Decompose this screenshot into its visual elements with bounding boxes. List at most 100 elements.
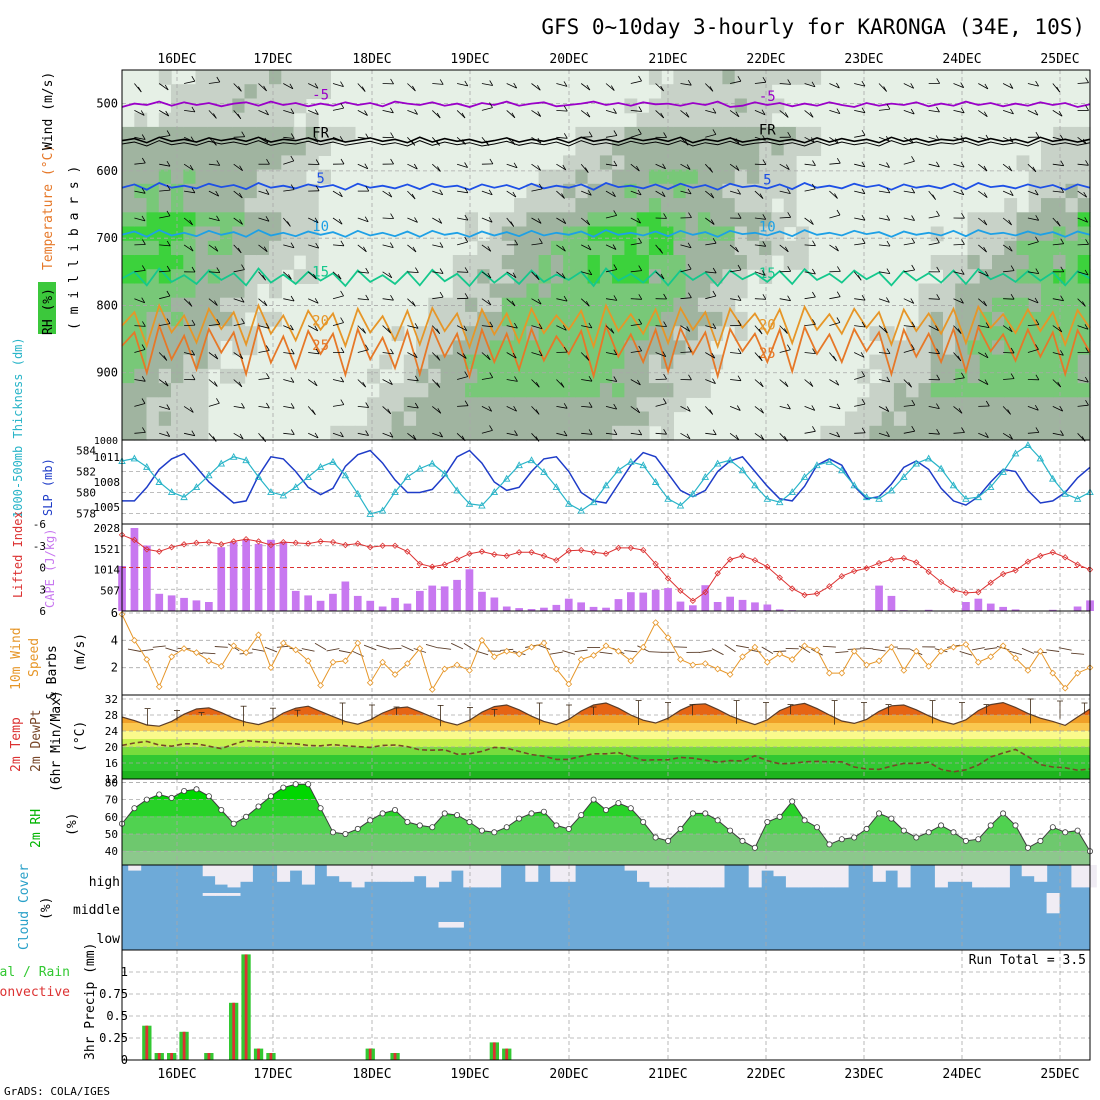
rh-cell: [575, 212, 589, 228]
rh-cell: [771, 183, 785, 199]
rh-cell: [685, 368, 699, 384]
wind-barb-flag: [936, 266, 941, 273]
date-label-top: 22DEC: [746, 52, 785, 67]
rh-cell: [281, 141, 295, 156]
rh-cell: [305, 226, 319, 242]
rh-cell: [636, 169, 650, 185]
rh-cell: [771, 98, 785, 114]
rh-cell: [722, 283, 736, 299]
wind10m-speed-marker: [615, 647, 622, 655]
wind-barb: [779, 190, 791, 194]
rh-cell: [269, 240, 282, 256]
rh-cell: [403, 383, 417, 398]
wind-barb: [829, 432, 840, 438]
rh2m-marker: [516, 815, 523, 822]
wind-barb: [208, 190, 219, 197]
rh-cell: [477, 383, 491, 398]
lifted-index-marker: [342, 541, 349, 549]
rh-cell: [795, 126, 809, 142]
cape-bar: [155, 593, 164, 611]
cloud-clear-cell: [227, 893, 241, 896]
wind-barb-flag: [836, 291, 841, 297]
wind-barb-flag: [787, 79, 792, 85]
wind-barb: [283, 271, 292, 280]
rh-cell: [122, 141, 135, 156]
wind-barb-flag: [388, 272, 393, 279]
wind-barb: [134, 379, 146, 382]
rh-cell: [477, 368, 491, 384]
rh-cell: [1028, 368, 1042, 384]
wind-barb-flag: [436, 355, 441, 361]
wind-barb: [829, 406, 841, 410]
wind-barb: [854, 134, 866, 138]
rh-cell: [771, 212, 785, 228]
rh-cell: [783, 126, 797, 142]
rh-cell: [661, 397, 674, 413]
rh-cell: [661, 255, 674, 270]
wind-barb: [953, 325, 962, 334]
wind-barb: [779, 216, 791, 219]
wind-barb: [829, 322, 841, 326]
wind-barb: [779, 406, 791, 410]
rh-cell: [930, 383, 944, 398]
wind-barb-flag: [1085, 160, 1089, 166]
wind-barb: [432, 244, 444, 248]
wind-barb-flag: [587, 244, 592, 251]
rh-cell: [183, 311, 197, 327]
wind-barb-flag: [141, 134, 146, 140]
wind-barb: [903, 349, 915, 353]
rh-cell: [563, 155, 576, 171]
rh-cell: [599, 126, 613, 142]
wind-barb: [730, 298, 742, 301]
wind-barb: [134, 298, 145, 304]
wind-barb-flag: [936, 106, 940, 113]
cloud-clear-cell: [215, 893, 229, 896]
wind-barb-flag: [936, 403, 940, 409]
wind10m-barb: [724, 644, 736, 653]
rh-cell: [220, 141, 233, 156]
rh-cell: [122, 411, 135, 427]
rh-cell: [195, 368, 209, 384]
rh-cell: [612, 411, 625, 427]
rh-cell: [403, 397, 417, 413]
wind-barb: [506, 406, 517, 412]
wind-barb-flag: [811, 405, 816, 411]
wind-barb: [332, 190, 343, 198]
rh2m-marker: [987, 822, 994, 829]
wind-barb: [804, 217, 814, 225]
wind-barb: [581, 432, 593, 435]
wind-barb: [134, 270, 146, 273]
wind-barb: [804, 110, 814, 118]
rh-cell: [158, 425, 172, 441]
wind-barb: [233, 379, 243, 388]
wind-barb-flag: [735, 434, 740, 441]
wind10m-barb: [822, 645, 836, 648]
rh-cell: [612, 240, 625, 256]
wind-barb-flag: [414, 323, 419, 329]
rh-cell: [428, 340, 442, 356]
rh-cell: [575, 198, 589, 213]
wind-barb: [457, 405, 469, 407]
wind-barb-flag: [637, 217, 641, 224]
lifted-index-marker: [1024, 558, 1032, 565]
wind-barb: [308, 325, 318, 332]
wind-barb-flag: [238, 381, 243, 388]
rh-cell: [599, 226, 613, 242]
wind10m-speed-marker: [404, 660, 411, 667]
rh2m-marker: [665, 837, 672, 844]
wind-barb: [357, 298, 369, 301]
wind-barb: [1002, 163, 1013, 172]
wind-barb: [854, 163, 865, 168]
rh-cell: [171, 311, 184, 327]
wind-barb: [158, 110, 169, 117]
rh-cell: [1016, 368, 1030, 384]
wind-barb: [655, 110, 664, 119]
lifted-index-marker: [813, 590, 821, 597]
contour-label: FR: [312, 125, 329, 141]
cape-bar: [540, 607, 548, 611]
rh2m-marker: [702, 810, 709, 817]
wind-barb: [1077, 82, 1089, 84]
rh-cell: [134, 141, 148, 156]
wind-barb-flag: [166, 431, 171, 437]
rh-cell: [746, 169, 760, 185]
